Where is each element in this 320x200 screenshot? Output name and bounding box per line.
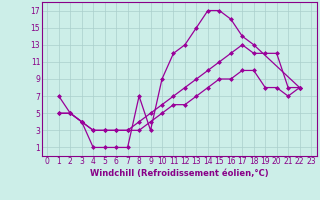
X-axis label: Windchill (Refroidissement éolien,°C): Windchill (Refroidissement éolien,°C): [90, 169, 268, 178]
